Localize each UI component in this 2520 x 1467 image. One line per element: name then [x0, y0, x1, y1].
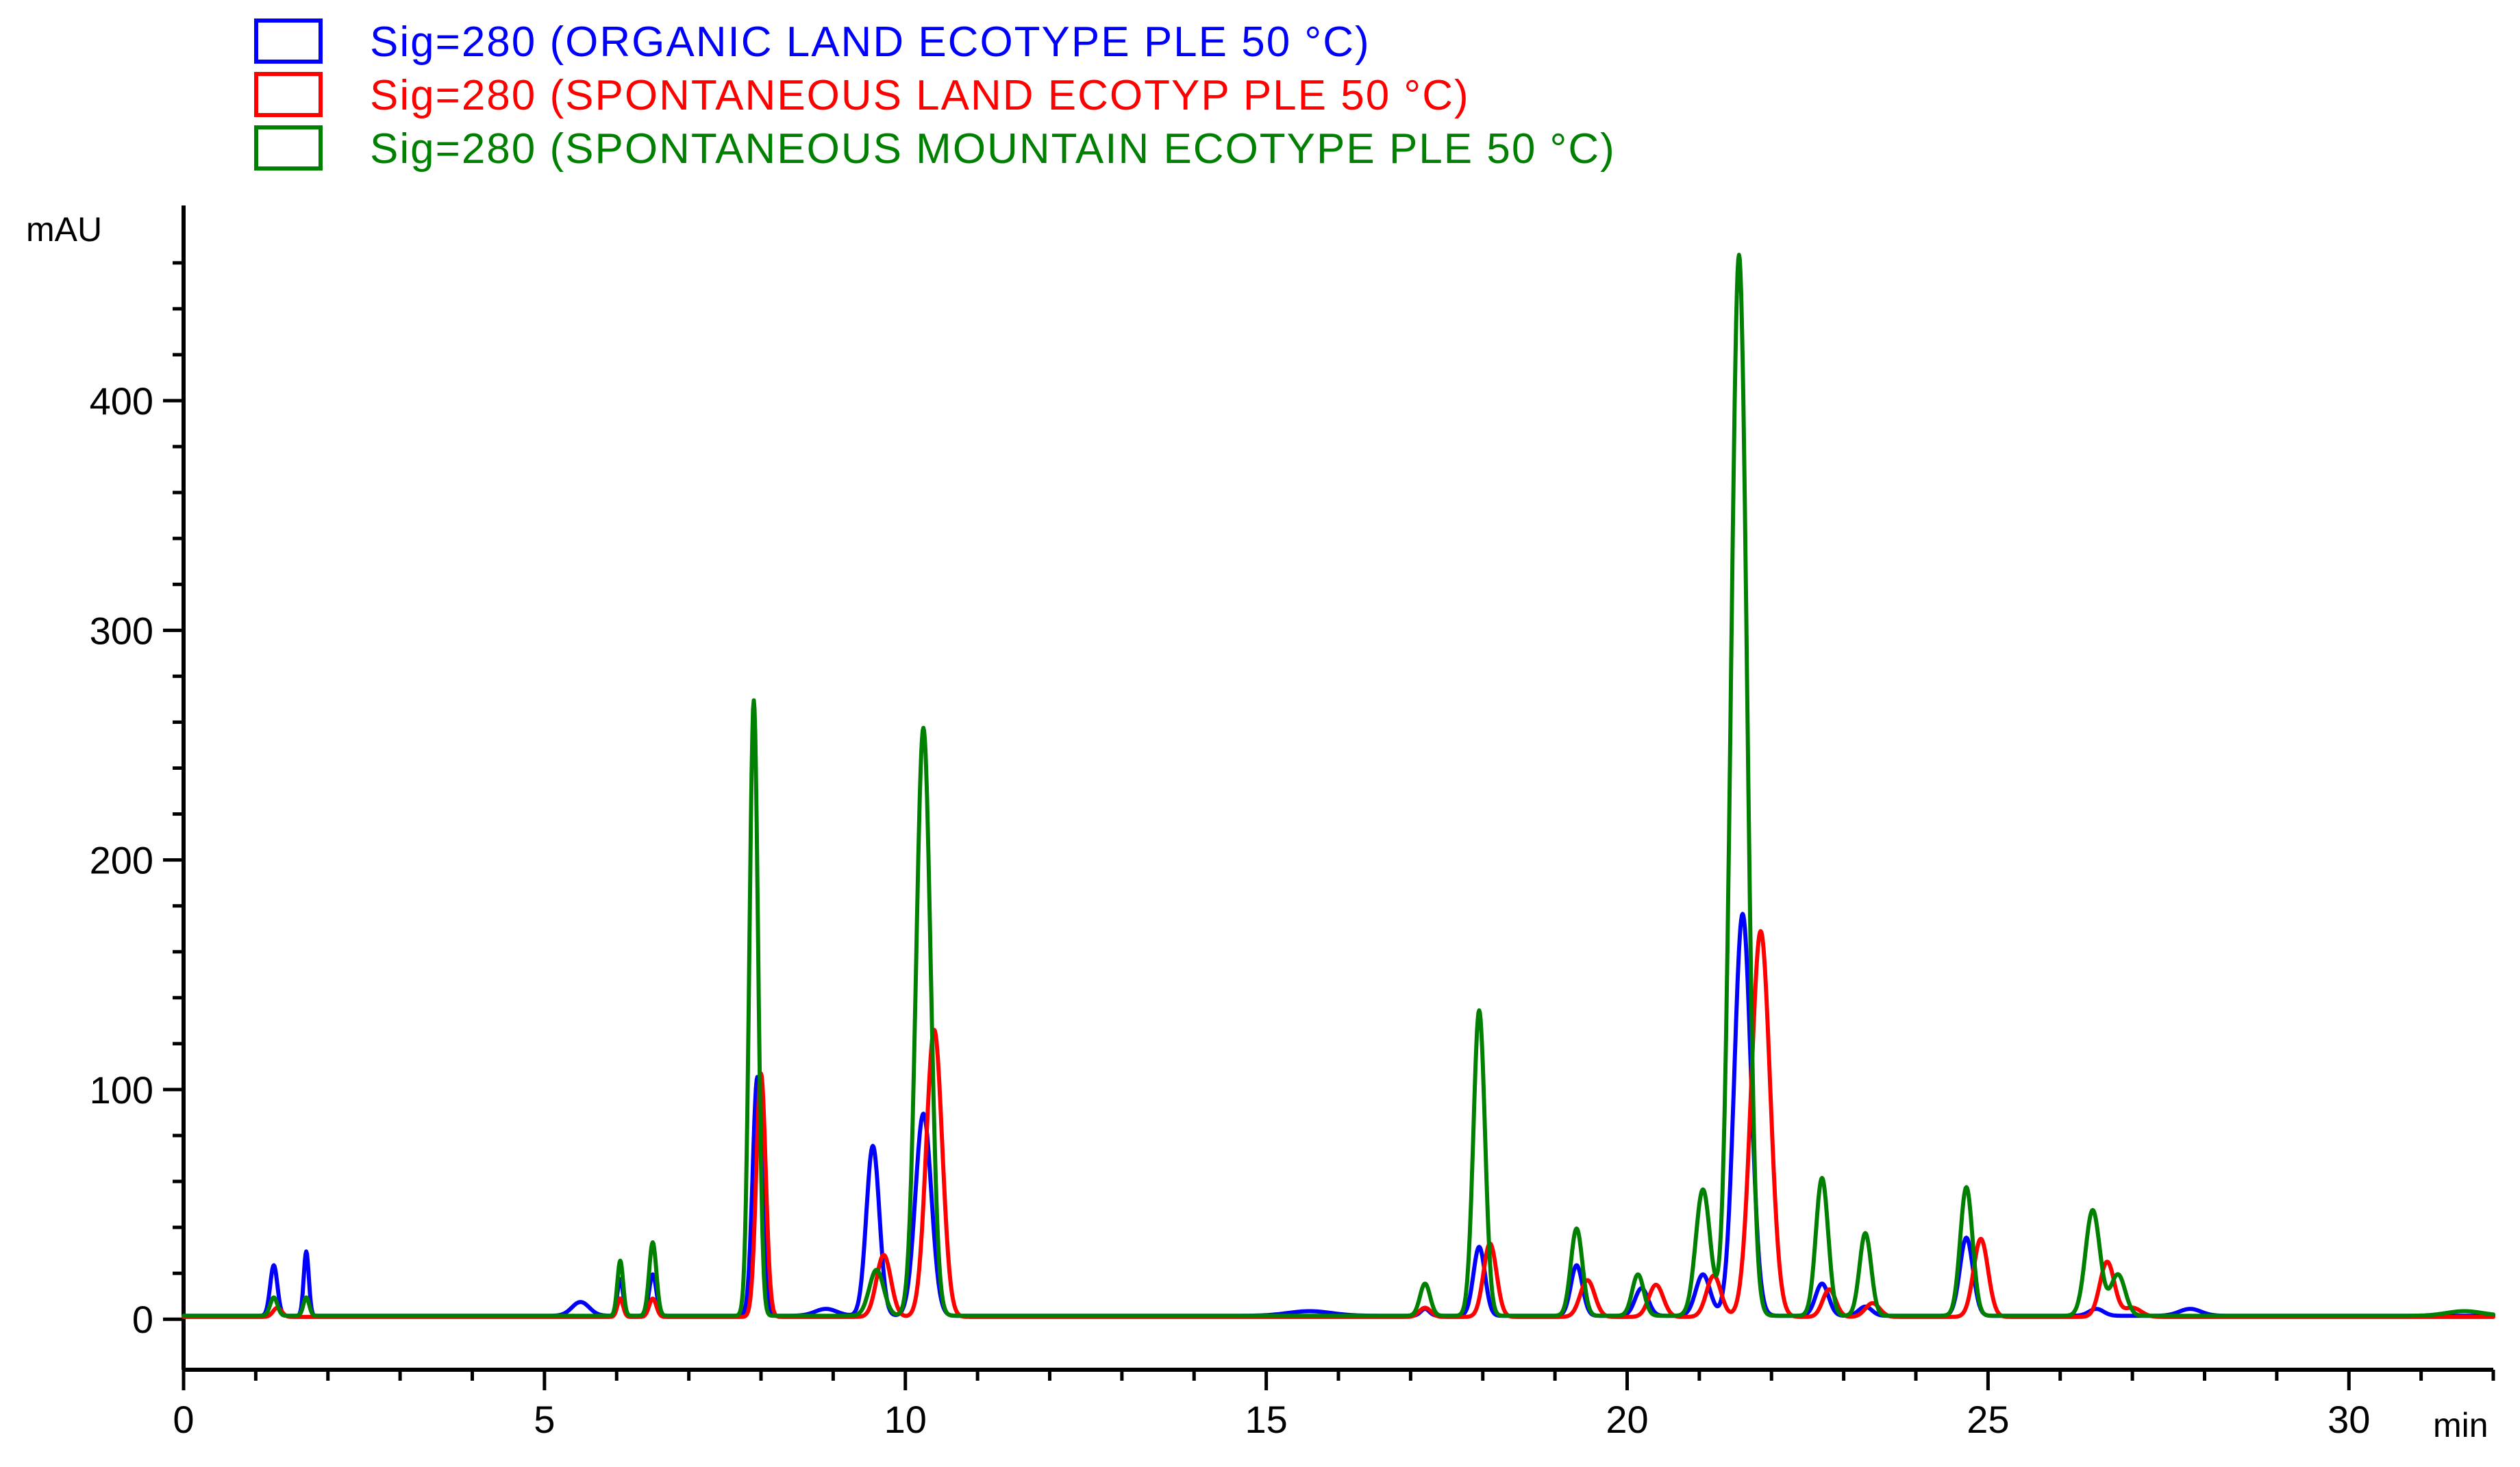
y-tick-label: 0	[132, 1298, 153, 1341]
x-tick-label: 5	[534, 1398, 555, 1441]
series-line-1	[182, 912, 2495, 1318]
y-tick-label: 100	[90, 1068, 153, 1112]
x-tick-label: 0	[173, 1398, 194, 1441]
y-axis-unit-label: mAU	[26, 210, 102, 249]
x-tick-label: 25	[1967, 1398, 2009, 1441]
series-line-2	[182, 929, 2495, 1319]
series-line-3	[182, 253, 2495, 1318]
x-axis-unit-label: min	[2433, 1406, 2488, 1444]
x-tick-label: 15	[1245, 1398, 1287, 1441]
legend-label: Sig=280 (ORGANIC LAND ECOTYPE PLE 50 °C)	[370, 18, 1371, 66]
legend-label: Sig=280 (SPONTANEOUS MOUNTAIN ECOTYPE PL…	[370, 125, 1616, 173]
y-tick-label: 300	[90, 609, 153, 652]
series-group	[182, 253, 2495, 1319]
x-tick-label: 10	[884, 1398, 927, 1441]
legend-swatch	[254, 18, 323, 64]
legend-swatch	[254, 125, 323, 171]
y-tick-label: 200	[90, 839, 153, 882]
x-tick-label: 20	[1606, 1398, 1648, 1441]
legend-swatch	[254, 72, 323, 117]
y-tick-label: 400	[90, 379, 153, 423]
x-tick-label: 30	[2328, 1398, 2370, 1441]
legend: Sig=280 (ORGANIC LAND ECOTYPE PLE 50 °C)…	[254, 18, 1616, 173]
legend-label: Sig=280 (SPONTANEOUS LAND ECOTYP PLE 50 …	[370, 72, 1470, 119]
